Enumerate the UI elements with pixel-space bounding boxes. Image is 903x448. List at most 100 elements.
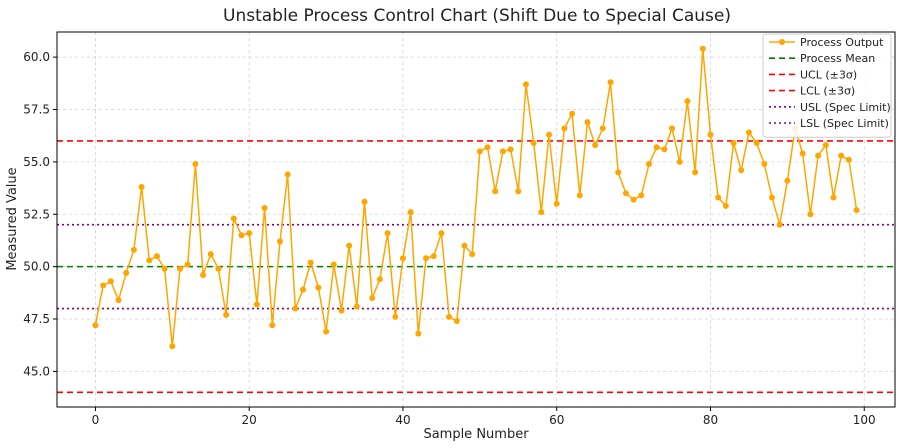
y-tick-label: 60.0 <box>23 50 50 64</box>
data-point <box>622 190 629 197</box>
legend-label: LSL (Spec Limit) <box>800 117 889 130</box>
data-point <box>853 207 860 214</box>
data-point <box>261 204 268 211</box>
legend-box <box>762 33 892 138</box>
data-point <box>169 343 176 350</box>
data-point <box>138 184 145 191</box>
data-point <box>561 125 568 132</box>
data-point <box>845 156 852 163</box>
data-point <box>799 150 806 157</box>
data-point <box>153 253 160 260</box>
legend-label: USL (Spec Limit) <box>800 101 891 114</box>
data-point <box>745 129 752 136</box>
data-point <box>638 192 645 199</box>
x-tick-label: 40 <box>395 413 410 427</box>
data-point <box>546 131 553 138</box>
data-point <box>115 297 122 304</box>
data-point <box>569 110 576 117</box>
data-point <box>207 251 214 258</box>
data-point <box>592 142 599 149</box>
data-point <box>822 142 829 149</box>
y-tick-label: 45.0 <box>23 364 50 378</box>
data-point <box>307 259 314 266</box>
data-point <box>415 330 422 337</box>
data-point <box>123 269 130 276</box>
data-point <box>184 261 191 268</box>
data-point <box>584 119 591 126</box>
data-point <box>469 251 476 258</box>
y-axis-ticks: 45.0 47.5 50.0 52.5 55.0 57.5 60.0 <box>23 50 57 378</box>
data-point <box>230 215 237 222</box>
series-layer <box>92 45 860 350</box>
data-point <box>92 322 99 329</box>
data-point <box>499 148 506 155</box>
data-point <box>446 313 453 320</box>
y-tick-label: 50.0 <box>23 260 50 274</box>
legend-marker <box>779 39 785 45</box>
data-point <box>776 221 783 228</box>
data-point <box>676 158 683 165</box>
data-point <box>507 146 514 153</box>
data-point <box>753 140 760 147</box>
y-axis-label: Measured Value <box>5 167 20 270</box>
data-point <box>107 278 114 285</box>
data-point <box>761 160 768 167</box>
data-point <box>715 194 722 201</box>
data-point <box>630 196 637 203</box>
data-point <box>223 311 230 318</box>
data-point <box>692 169 699 176</box>
data-point <box>784 177 791 184</box>
data-point <box>284 171 291 178</box>
data-point <box>530 140 537 147</box>
x-tick-label: 60 <box>549 413 564 427</box>
data-point <box>353 303 360 310</box>
data-point <box>361 198 368 205</box>
data-point <box>399 255 406 262</box>
data-point <box>522 81 529 88</box>
y-tick-label: 55.0 <box>23 155 50 169</box>
x-axis-label: Sample Number <box>423 427 529 442</box>
data-point <box>146 257 153 264</box>
x-tick-label: 0 <box>92 413 100 427</box>
data-point <box>346 242 353 249</box>
data-point <box>177 265 184 272</box>
data-point <box>669 125 676 132</box>
grid <box>57 32 895 407</box>
data-point <box>161 265 168 272</box>
data-point <box>815 152 822 159</box>
data-point <box>130 246 137 253</box>
data-point <box>807 211 814 218</box>
data-point <box>707 131 714 138</box>
data-point <box>730 140 737 147</box>
data-point <box>407 209 414 216</box>
data-point <box>768 194 775 201</box>
data-point <box>315 284 322 291</box>
x-tick-label: 20 <box>242 413 257 427</box>
legend-label: LCL (±3σ) <box>800 85 855 98</box>
x-tick-label: 100 <box>853 413 876 427</box>
x-axis-ticks: 0 20 40 60 80 100 <box>92 407 876 427</box>
data-point <box>292 305 299 312</box>
data-point <box>615 169 622 176</box>
data-point <box>492 188 499 195</box>
data-point <box>838 152 845 159</box>
data-point <box>338 307 345 314</box>
plot-frame <box>56 31 896 408</box>
data-point <box>684 98 691 105</box>
data-point <box>246 230 253 237</box>
y-tick-label: 57.5 <box>23 103 50 117</box>
data-point <box>699 45 706 52</box>
data-point <box>369 295 376 302</box>
y-tick-label: 52.5 <box>23 207 50 221</box>
data-point <box>253 301 260 308</box>
data-point <box>515 188 522 195</box>
data-point <box>238 232 245 239</box>
data-point <box>323 328 330 335</box>
data-point <box>330 261 337 268</box>
data-point <box>553 200 560 207</box>
legend-label: Process Output <box>800 36 884 49</box>
data-point <box>453 318 460 325</box>
data-point <box>276 238 283 245</box>
data-point <box>738 167 745 174</box>
data-point <box>599 125 606 132</box>
